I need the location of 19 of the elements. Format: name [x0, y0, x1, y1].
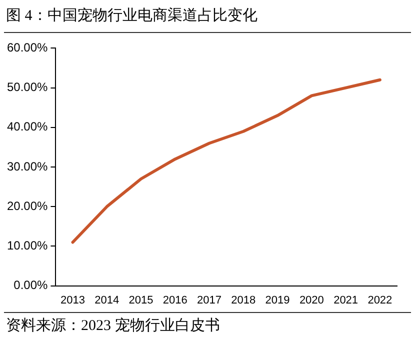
- text: 资料来源：2023 宠物行业白皮书: [6, 316, 220, 335]
- chart-title: 图 4：中国宠物行业电商渠道占比变化: [6, 6, 258, 25]
- y-tick-label: 50.00%: [6, 80, 48, 94]
- y-tick-label: 10.00%: [6, 238, 48, 253]
- x-tick-label: 2014: [94, 294, 120, 306]
- x-tick-label: 2017: [197, 294, 222, 306]
- x-tick-label: 2021: [334, 294, 358, 306]
- x-tick-label: 2019: [265, 294, 290, 306]
- x-tick-label: 2015: [128, 294, 154, 306]
- x-tick-label: 2018: [231, 294, 256, 306]
- x-tick-label: 2020: [299, 294, 324, 306]
- x-tick-label: 2013: [60, 294, 86, 306]
- y-tick-label: 40.00%: [6, 120, 48, 134]
- x-tick-label: 2016: [162, 294, 188, 306]
- x-tick-label: 2022: [368, 294, 392, 306]
- y-tick-label: 20.00%: [6, 198, 48, 213]
- y-tick-label: 60.00%: [6, 40, 48, 55]
- y-tick-label: 0.00%: [14, 278, 48, 292]
- y-tick-label: 30.00%: [6, 159, 48, 174]
